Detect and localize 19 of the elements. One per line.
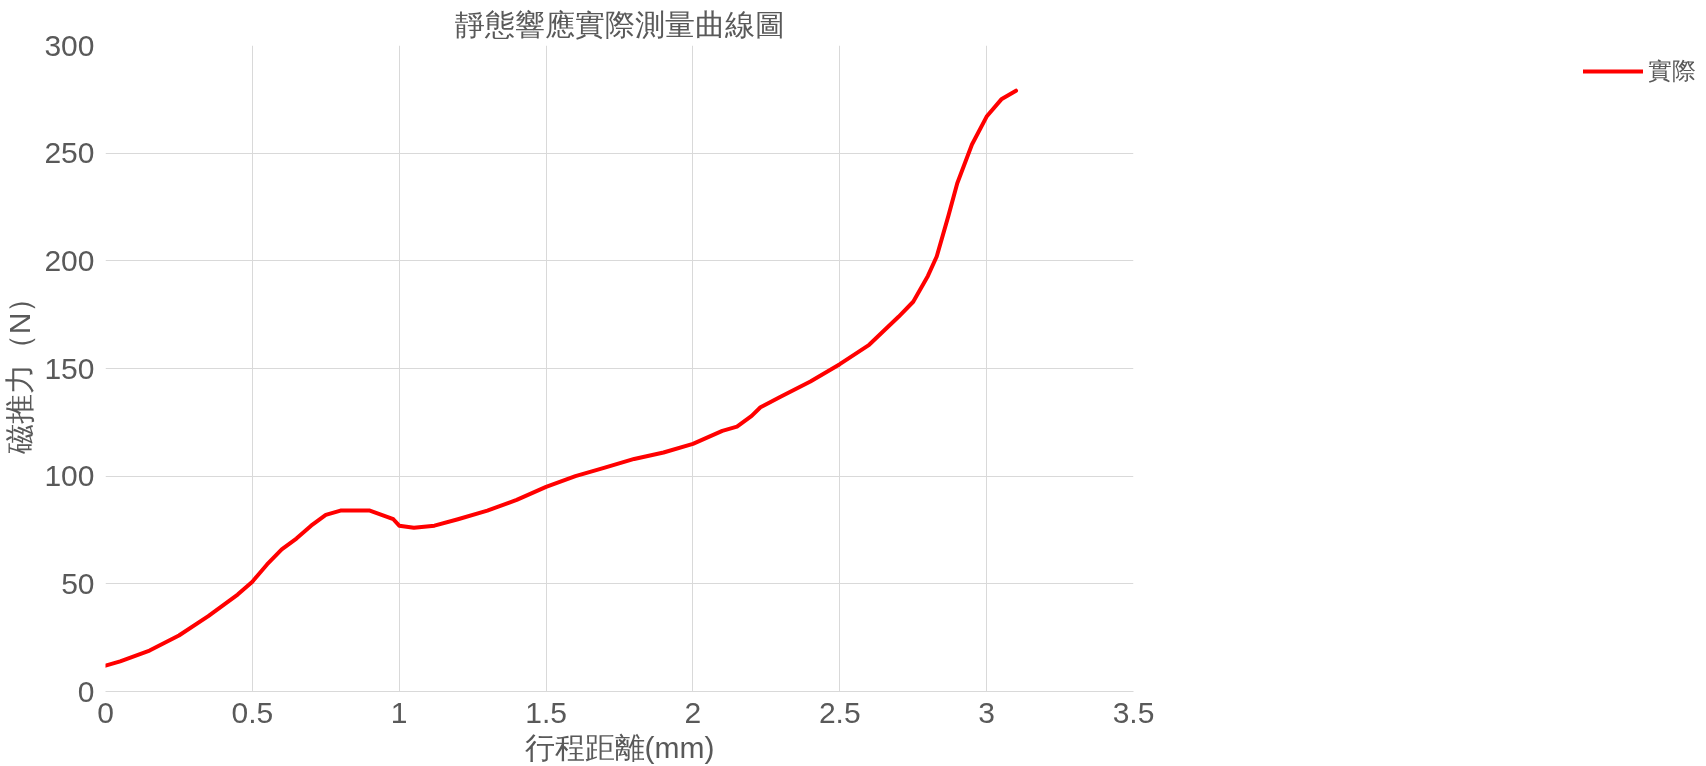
x-tick-label: 3.5 <box>1112 695 1155 729</box>
x-tick-label: 3 <box>978 695 995 729</box>
x-tick-label: 2.5 <box>818 695 861 729</box>
line-series <box>105 88 1019 668</box>
x-tick-label: 0.5 <box>231 695 274 729</box>
x-axis-title: 行程距離(mm) <box>524 730 715 764</box>
x-tick-label: 1.5 <box>525 695 567 729</box>
x-tick-label: 2 <box>684 695 702 729</box>
y-tick-label: 250 <box>44 136 95 170</box>
chart-title: 靜態響應實際測量曲線圖 <box>454 7 785 41</box>
y-tick-label: 100 <box>44 459 95 493</box>
y-tick-label: 150 <box>44 351 95 385</box>
y-tick-label: 300 <box>44 28 95 62</box>
y-tick-label: 50 <box>61 566 95 600</box>
y-tick-label: 200 <box>44 243 95 277</box>
legend-label: 實際 <box>1648 56 1696 86</box>
y-tick-label: 0 <box>77 674 95 708</box>
x-tick-label: 1 <box>390 695 408 729</box>
y-axis-title: 磁推力（N） <box>3 282 37 456</box>
